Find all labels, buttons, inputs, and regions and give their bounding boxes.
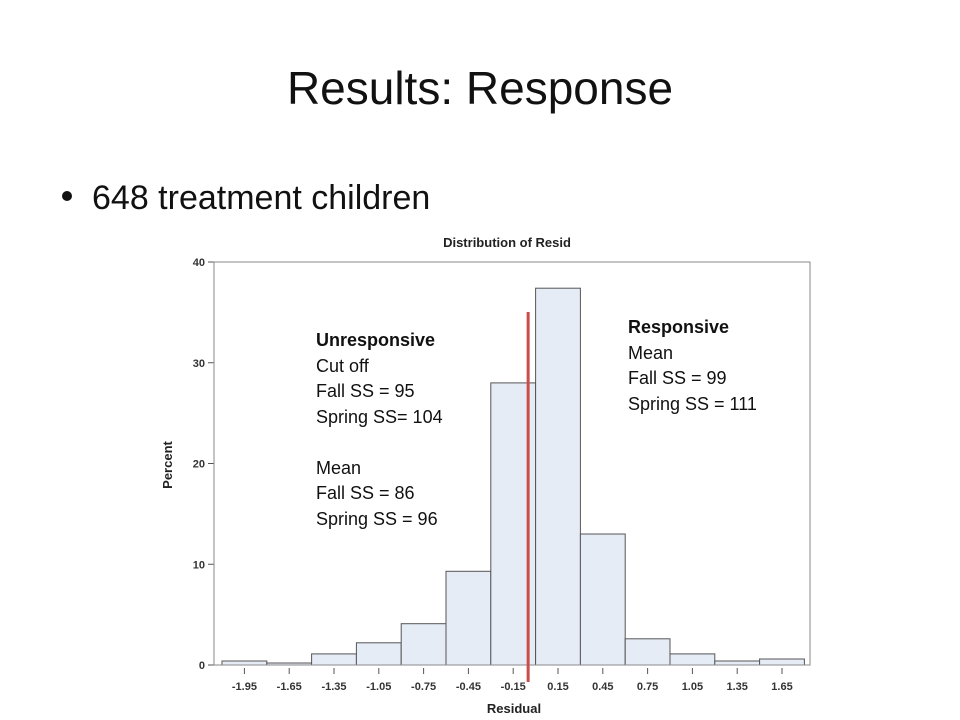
x-tick-label: 1.35: [726, 681, 747, 693]
unresponsive-annotation: Unresponsive Cut off Fall SS = 95 Spring…: [316, 328, 443, 532]
histogram-bar: [579, 533, 626, 666]
histogram-bar: [221, 660, 268, 666]
y-tick-label: 0: [199, 660, 205, 672]
plot-frame: [213, 261, 811, 666]
x-tick-label: 0.15: [547, 681, 568, 693]
responsive-line: Spring SS = 111: [628, 393, 757, 414]
slide-title: Results: Response: [286, 62, 674, 114]
x-tick-label: -1.95: [232, 681, 257, 693]
histogram-bar: [714, 660, 761, 666]
responsive-line: Fall SS = 99: [628, 368, 727, 388]
x-tick-label: 0.75: [637, 681, 658, 693]
x-tick-label: -0.45: [456, 681, 481, 693]
y-axis-label: Percent: [160, 440, 175, 488]
histogram-bar: [624, 638, 671, 666]
histogram-bar: [759, 658, 805, 666]
unresponsive-line: Fall SS = 86: [316, 483, 415, 503]
x-tick-label: -1.65: [277, 681, 302, 693]
x-axis-label: Residual: [487, 701, 541, 716]
y-tick-label: 20: [193, 459, 205, 471]
responsive-line: Mean: [628, 342, 674, 363]
unresponsive-line: Spring SS = 96: [316, 508, 438, 529]
x-tick-label: 0.45: [592, 681, 613, 693]
bullet-text: 648 treatment children: [92, 179, 431, 217]
histogram-bar: [669, 653, 716, 666]
chart-title: Distribution of Resid: [443, 235, 571, 250]
responsive-annotation: Responsive Mean Fall SS = 99 Spring SS =…: [628, 315, 757, 417]
histogram-bar: [535, 287, 581, 666]
x-tick-label: -1.05: [366, 681, 391, 693]
histogram-bar: [311, 653, 357, 666]
y-tick-label: 10: [193, 559, 205, 571]
histogram-bar: [355, 642, 402, 666]
bullet-item: 648 treatment children: [62, 176, 430, 220]
unresponsive-heading: Unresponsive: [316, 330, 436, 350]
responsive-heading: Responsive: [628, 317, 730, 337]
histogram-bar: [445, 570, 492, 666]
x-tick-label: -1.35: [321, 681, 346, 693]
unresponsive-line: Cut off: [316, 355, 369, 376]
x-tick-label: 1.05: [682, 681, 703, 693]
histogram-bar: [400, 623, 447, 666]
unresponsive-line: Mean: [316, 457, 362, 478]
x-tick-label: 1.65: [771, 681, 792, 693]
unresponsive-line: Spring SS= 104: [316, 406, 443, 427]
bullet-dot-icon: [62, 191, 72, 202]
y-tick-label: 30: [193, 358, 205, 370]
unresponsive-line: Fall SS = 95: [316, 381, 415, 401]
x-tick-label: -0.75: [411, 681, 436, 693]
y-tick-label: 40: [193, 257, 205, 269]
x-tick-label: -0.15: [501, 681, 526, 693]
